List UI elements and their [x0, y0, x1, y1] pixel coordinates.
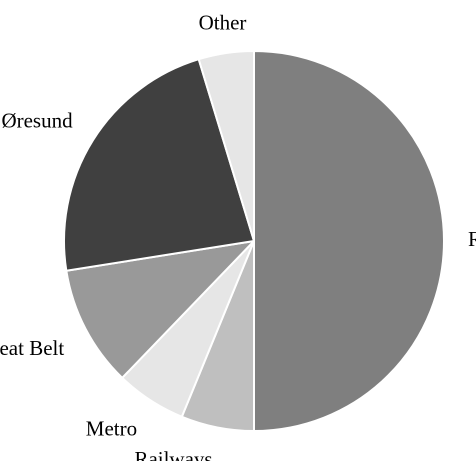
pie-label-great-belt: Great Belt [0, 336, 64, 360]
pie-label-roads: Roads [468, 227, 476, 251]
pie-label-railways: Railways [134, 447, 212, 461]
pie-slices [64, 51, 444, 431]
pie-label-oresund: Øresund [1, 109, 73, 133]
pie-slice-roads [254, 51, 444, 431]
pie-label-other: Other [199, 10, 247, 34]
pie-label-metro: Metro [86, 416, 137, 440]
